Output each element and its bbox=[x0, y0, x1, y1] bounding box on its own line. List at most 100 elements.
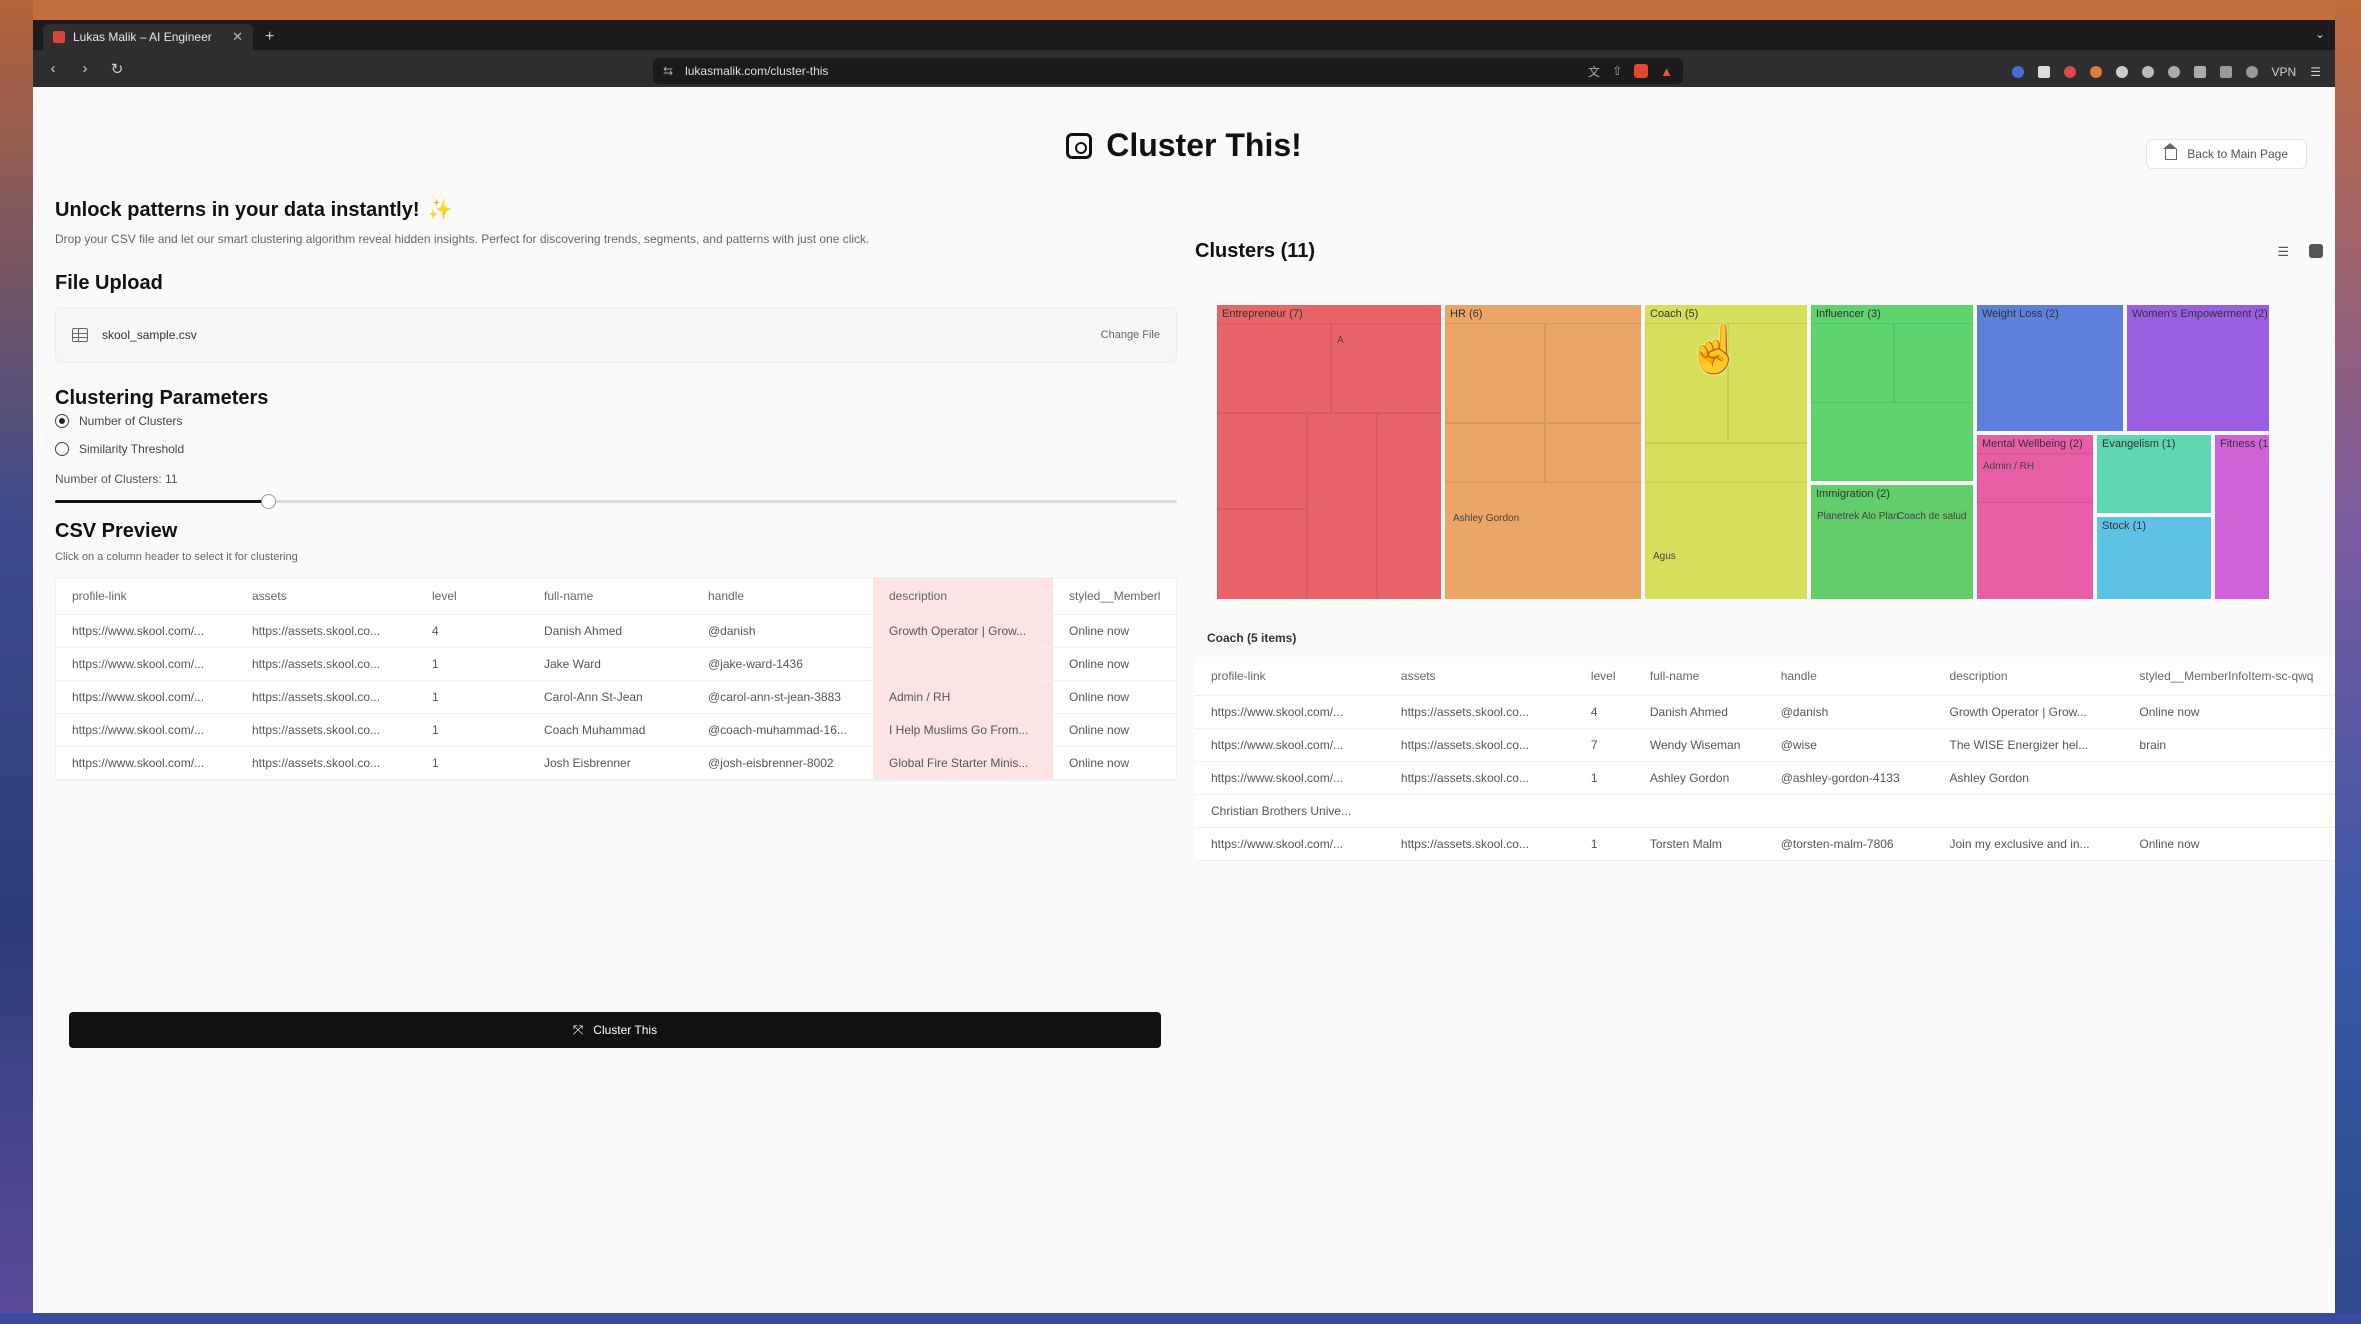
favicon-icon bbox=[53, 31, 65, 43]
table-row[interactable]: https://www.skool.com/... https://assets.… bbox=[1195, 695, 2335, 729]
radio-label: Number of Clusters bbox=[79, 414, 183, 428]
column-header[interactable]: level bbox=[416, 578, 528, 615]
back-arrow-icon[interactable]: ‹ bbox=[50, 60, 56, 77]
column-header[interactable]: styled__MemberInfoItem-sc-qwq bbox=[2123, 657, 2335, 696]
extension-icon[interactable] bbox=[2245, 66, 2258, 78]
treemap-subcell[interactable] bbox=[1217, 413, 1307, 509]
column-header[interactable]: full-name bbox=[1633, 657, 1765, 696]
url-text[interactable]: lukasmalik.com/cluster-this bbox=[685, 64, 829, 78]
cluster-count-slider[interactable] bbox=[55, 494, 1177, 509]
extension-icon[interactable] bbox=[2115, 66, 2128, 78]
column-header[interactable]: assets bbox=[236, 578, 416, 615]
table-row[interactable]: https://www.skool.com/... https://assets.… bbox=[56, 614, 1176, 648]
slider-thumb[interactable] bbox=[261, 494, 277, 509]
treemap-cell[interactable]: Evangelism (1) bbox=[2095, 433, 2213, 515]
new-tab-icon[interactable]: + bbox=[265, 28, 275, 45]
column-header[interactable]: assets bbox=[1384, 657, 1575, 696]
treemap-cell[interactable]: Coach (5) Agus bbox=[1643, 303, 1809, 601]
treemap-subcell[interactable] bbox=[1217, 509, 1307, 599]
extension-icon[interactable] bbox=[2089, 66, 2102, 78]
table-cell: Christian Brothers Unive... bbox=[1195, 794, 2335, 828]
column-header[interactable]: full-name bbox=[528, 578, 692, 615]
treemap-cell[interactable]: Entrepreneur (7) A bbox=[1215, 303, 1443, 601]
sidebar-toggle-icon[interactable] bbox=[2193, 66, 2206, 78]
radio-number-of-clusters[interactable]: Number of Clusters bbox=[55, 414, 1177, 428]
treemap-subcell[interactable] bbox=[1645, 323, 1728, 443]
extension-icon[interactable] bbox=[2063, 66, 2076, 78]
treemap-cell-label: Coach (5) bbox=[1650, 308, 1699, 320]
column-header[interactable]: handle bbox=[1764, 657, 1934, 696]
treemap-subcell[interactable] bbox=[1445, 323, 1545, 423]
treemap-cell[interactable]: Weight Loss (2) bbox=[1975, 303, 2125, 433]
column-header[interactable]: level bbox=[1574, 657, 1634, 696]
forward-arrow-icon[interactable]: › bbox=[82, 60, 88, 77]
treemap-subcell[interactable] bbox=[1445, 423, 1545, 483]
table-cell: Torsten Malm bbox=[1633, 827, 1765, 861]
treemap-subcell[interactable] bbox=[1645, 443, 1807, 483]
table-row[interactable]: Christian Brothers Unive... bbox=[1195, 794, 2335, 828]
table-row[interactable]: https://www.skool.com/... https://assets.… bbox=[56, 746, 1176, 780]
back-to-main-button[interactable]: Back to Main Page bbox=[2146, 139, 2307, 169]
column-header[interactable]: description bbox=[1933, 657, 2124, 696]
treemap-cell[interactable]: HR (6) Ashley Gordon bbox=[1443, 303, 1643, 601]
extension-icon[interactable] bbox=[2037, 66, 2050, 78]
table-row[interactable]: https://www.skool.com/... https://assets.… bbox=[1195, 728, 2335, 762]
close-tab-icon[interactable]: ✕ bbox=[232, 29, 243, 44]
treemap-subcell[interactable] bbox=[1977, 453, 2093, 503]
table-row[interactable]: https://www.skool.com/... https://assets.… bbox=[1195, 827, 2335, 861]
cluster-this-label: Cluster This bbox=[593, 1023, 658, 1037]
column-header[interactable]: profile-link bbox=[1195, 657, 1385, 696]
column-header[interactable]: profile-link bbox=[56, 578, 236, 615]
treemap-subcell[interactable] bbox=[1331, 323, 1441, 413]
share-icon[interactable]: ⇧ bbox=[1612, 64, 1623, 78]
treemap-cell[interactable]: Fitness (1) bbox=[2213, 433, 2271, 601]
tab-list-chevron-icon[interactable]: ⌄ bbox=[2314, 27, 2325, 41]
change-file-button[interactable]: Change File bbox=[1100, 329, 1160, 341]
treemap-subcell[interactable] bbox=[1545, 423, 1641, 483]
file-upload-box[interactable]: skool_sample.csv Change File bbox=[55, 307, 1177, 363]
table-cell: https://assets.skool.co... bbox=[1384, 695, 1575, 729]
treemap-subcell[interactable] bbox=[1811, 323, 1894, 403]
treemap-subcell[interactable] bbox=[1728, 323, 1807, 443]
treemap-subcell[interactable] bbox=[1377, 413, 1441, 599]
treemap-subcell[interactable] bbox=[1217, 323, 1331, 413]
grid-view-icon[interactable] bbox=[2309, 243, 2323, 258]
list-view-icon[interactable]: ☰ bbox=[2277, 243, 2289, 259]
treemap-subcell[interactable] bbox=[1894, 323, 1973, 403]
radio-similarity-threshold[interactable]: Similarity Threshold bbox=[55, 442, 1177, 456]
treemap-cell[interactable]: Influencer (3) bbox=[1809, 303, 1975, 483]
extension-icon[interactable] bbox=[2141, 66, 2154, 78]
menu-icon[interactable]: ☰ bbox=[2310, 65, 2321, 79]
treemap-cell[interactable]: Stock (1) bbox=[2095, 515, 2213, 601]
url-bar[interactable]: ⇆ lukasmalik.com/cluster-this 文 ⇧ ▲ bbox=[653, 58, 1683, 84]
browser-tab[interactable]: Lukas Malik – AI Engineer ✕ bbox=[43, 24, 253, 50]
treemap-subcell[interactable] bbox=[1545, 323, 1641, 423]
translate-icon[interactable]: 文 bbox=[1588, 64, 1601, 79]
radio-unselected-icon[interactable] bbox=[55, 442, 69, 456]
table-row[interactable]: https://www.skool.com/... https://assets.… bbox=[56, 647, 1176, 681]
treemap-subcell[interactable] bbox=[1307, 413, 1377, 599]
treemap-item-label: Planetrek Alo Plan bbox=[1817, 511, 1899, 522]
column-header[interactable]: styled__Memberl bbox=[1053, 578, 1176, 615]
site-settings-icon[interactable]: ⇆ bbox=[663, 64, 674, 78]
table-row[interactable]: https://www.skool.com/... https://assets.… bbox=[56, 713, 1176, 747]
table-row[interactable]: https://www.skool.com/... https://assets.… bbox=[1195, 761, 2335, 795]
brave-shield-icon[interactable] bbox=[1634, 64, 1649, 78]
column-header[interactable]: handle bbox=[692, 578, 873, 615]
treemap-cell[interactable]: Women's Empowerment (2) bbox=[2125, 303, 2271, 433]
treemap-cell[interactable]: Mental Wellbeing (2) Admin / RH bbox=[1975, 433, 2095, 601]
table-cell: Admin / RH bbox=[873, 680, 1053, 714]
vpn-label[interactable]: VPN bbox=[2271, 65, 2297, 79]
brave-rewards-icon[interactable]: ▲ bbox=[1660, 63, 1673, 79]
radio-selected-icon[interactable] bbox=[55, 414, 69, 428]
table-row[interactable]: https://www.skool.com/... https://assets.… bbox=[56, 680, 1176, 714]
column-header[interactable]: description bbox=[873, 578, 1053, 615]
reload-icon[interactable]: ↻ bbox=[110, 60, 124, 78]
extension-icon[interactable] bbox=[2011, 66, 2024, 78]
slider-track[interactable] bbox=[55, 500, 1177, 503]
treemap-cell[interactable]: Immigration (2) Planetrek Alo Plan Coach d… bbox=[1809, 483, 1975, 601]
extension-icon[interactable] bbox=[2167, 66, 2180, 78]
table-cell: @danish bbox=[692, 614, 873, 648]
wallet-icon[interactable] bbox=[2219, 66, 2232, 78]
cluster-this-button[interactable]: ⤧ Cluster This bbox=[69, 1012, 1161, 1048]
